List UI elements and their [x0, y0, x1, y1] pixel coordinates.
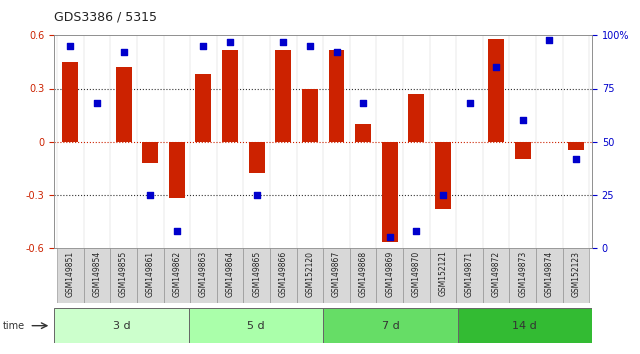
- Bar: [195, 74, 211, 142]
- Bar: [429, 248, 456, 303]
- Text: 3 d: 3 d: [113, 321, 131, 331]
- Point: [438, 192, 448, 198]
- Bar: [355, 124, 371, 142]
- Point: [332, 50, 342, 55]
- Text: 5 d: 5 d: [247, 321, 265, 331]
- Bar: [137, 248, 163, 303]
- Text: GSM152120: GSM152120: [305, 251, 314, 297]
- Bar: [323, 248, 350, 303]
- Bar: [222, 50, 238, 142]
- Point: [544, 37, 554, 42]
- Point: [225, 39, 235, 45]
- Bar: [190, 248, 217, 303]
- Bar: [302, 88, 318, 142]
- Text: GSM149864: GSM149864: [225, 251, 234, 297]
- Text: 14 d: 14 d: [513, 321, 537, 331]
- Text: GSM149867: GSM149867: [332, 251, 341, 297]
- Bar: [84, 248, 110, 303]
- Bar: [270, 248, 296, 303]
- Bar: [563, 248, 589, 303]
- Bar: [217, 248, 243, 303]
- Bar: [189, 308, 323, 343]
- Bar: [408, 94, 424, 142]
- Text: time: time: [3, 321, 26, 331]
- Point: [252, 192, 262, 198]
- Text: GSM149870: GSM149870: [412, 251, 421, 297]
- Point: [278, 39, 289, 45]
- Point: [92, 101, 102, 106]
- Bar: [381, 142, 397, 242]
- Bar: [568, 142, 584, 150]
- Text: GSM149854: GSM149854: [93, 251, 102, 297]
- Bar: [62, 62, 78, 142]
- Text: GSM149873: GSM149873: [518, 251, 527, 297]
- Text: GSM149869: GSM149869: [385, 251, 394, 297]
- Point: [385, 234, 395, 240]
- Bar: [488, 39, 504, 142]
- Text: GSM149868: GSM149868: [358, 251, 367, 297]
- Point: [491, 64, 501, 70]
- Text: GSM149874: GSM149874: [545, 251, 554, 297]
- Text: 7 d: 7 d: [381, 321, 399, 331]
- Point: [571, 156, 581, 161]
- Bar: [515, 142, 531, 159]
- Text: GSM149865: GSM149865: [252, 251, 261, 297]
- Text: GSM149862: GSM149862: [172, 251, 181, 297]
- Text: GSM149851: GSM149851: [66, 251, 75, 297]
- Bar: [328, 50, 344, 142]
- Text: GSM149872: GSM149872: [492, 251, 500, 297]
- Bar: [350, 248, 376, 303]
- Bar: [483, 248, 509, 303]
- Text: GSM149871: GSM149871: [465, 251, 474, 297]
- Text: GSM149861: GSM149861: [146, 251, 155, 297]
- Bar: [54, 308, 189, 343]
- Text: GSM152123: GSM152123: [572, 251, 580, 297]
- Bar: [169, 142, 185, 198]
- Point: [145, 192, 156, 198]
- Bar: [323, 308, 458, 343]
- Point: [305, 43, 315, 49]
- Point: [118, 50, 129, 55]
- Point: [465, 101, 475, 106]
- Bar: [110, 248, 137, 303]
- Bar: [142, 142, 158, 163]
- Bar: [243, 248, 270, 303]
- Text: GSM149866: GSM149866: [279, 251, 288, 297]
- Bar: [536, 248, 563, 303]
- Bar: [456, 248, 483, 303]
- Bar: [116, 67, 132, 142]
- Point: [412, 228, 422, 234]
- Bar: [435, 142, 451, 209]
- Bar: [163, 248, 190, 303]
- Point: [172, 228, 182, 234]
- Text: GSM152121: GSM152121: [438, 251, 447, 296]
- Bar: [249, 142, 265, 173]
- Bar: [275, 50, 291, 142]
- Bar: [376, 248, 403, 303]
- Text: GDS3386 / 5315: GDS3386 / 5315: [54, 11, 157, 24]
- Text: GSM149863: GSM149863: [199, 251, 208, 297]
- Point: [518, 118, 528, 123]
- Bar: [296, 248, 323, 303]
- Point: [198, 43, 209, 49]
- Point: [65, 43, 76, 49]
- Bar: [57, 248, 84, 303]
- Bar: [458, 308, 592, 343]
- Point: [358, 101, 368, 106]
- Text: GSM149855: GSM149855: [119, 251, 128, 297]
- Bar: [509, 248, 536, 303]
- Bar: [403, 248, 429, 303]
